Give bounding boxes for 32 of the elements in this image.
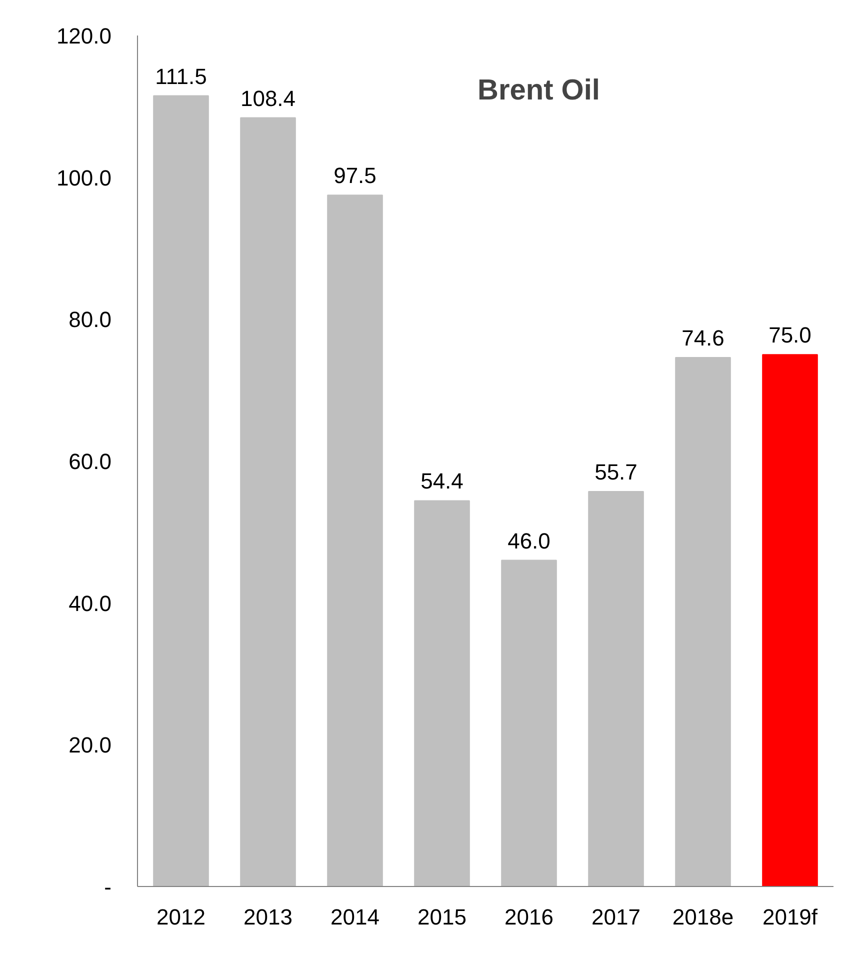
- bar: [153, 95, 209, 886]
- x-tick-label: 2013: [244, 904, 292, 930]
- x-tick-label: 2016: [504, 904, 554, 930]
- bar: [762, 354, 818, 886]
- data-label: 108.4: [240, 86, 296, 111]
- y-tick-label: 100.0: [56, 165, 112, 190]
- x-tick-label: 2015: [418, 904, 466, 930]
- y-tick-label: 60.0: [68, 449, 112, 474]
- data-label: 46.0: [508, 528, 550, 554]
- data-label: 74.6: [682, 325, 724, 350]
- data-label: 75.0: [768, 322, 812, 348]
- data-label: 97.5: [334, 163, 376, 188]
- bar: [501, 560, 557, 886]
- x-tick-label: 2019f: [762, 904, 818, 930]
- bar: [327, 194, 383, 886]
- data-label: 111.5: [155, 64, 207, 89]
- text: Brent Oil: [478, 74, 600, 106]
- data-label: 54.4: [420, 468, 464, 494]
- data-label: 55.7: [594, 459, 638, 484]
- x-tick-label: 2014: [330, 904, 380, 930]
- bar: [414, 500, 470, 886]
- x-tick-label: 2018e: [672, 904, 734, 930]
- y-tick-label: 40.0: [68, 590, 112, 616]
- y-tick-label: -: [104, 874, 112, 900]
- y-tick-label: 120.0: [56, 24, 112, 48]
- y-tick-label: 80.0: [68, 307, 112, 332]
- bar: [240, 117, 296, 886]
- bar: [588, 490, 644, 886]
- x-tick-label: 2012: [156, 904, 206, 930]
- y-tick-label: 20.0: [68, 732, 112, 758]
- x-tick-label: 2017: [592, 904, 640, 930]
- bar: [675, 356, 731, 886]
